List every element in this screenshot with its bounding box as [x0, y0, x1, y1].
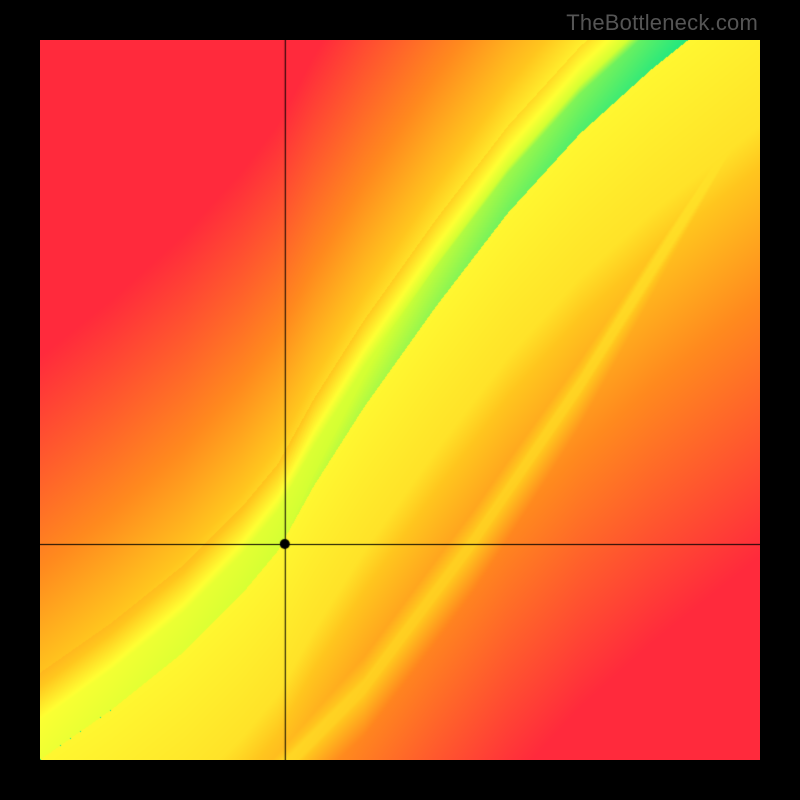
chart-container: TheBottleneck.com	[0, 0, 800, 800]
heatmap-canvas	[40, 40, 760, 760]
plot-area	[40, 40, 760, 760]
watermark-text: TheBottleneck.com	[566, 10, 758, 36]
